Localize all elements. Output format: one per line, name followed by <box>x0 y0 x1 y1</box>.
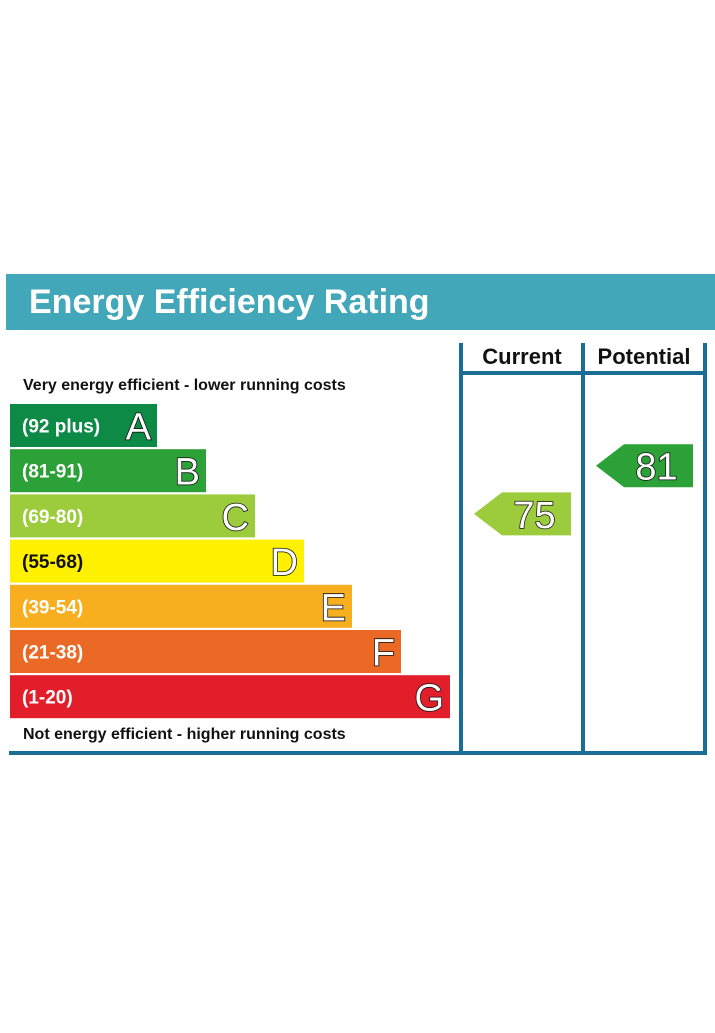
rating-value: 75 <box>513 495 555 537</box>
bottom-note: Not energy efficient - higher running co… <box>23 726 346 743</box>
rating-arrow <box>474 492 571 536</box>
top-note: Very energy efficient - lower running co… <box>23 377 346 394</box>
column-current: Current 75 <box>474 344 571 538</box>
title-banner: Energy Efficiency Rating <box>6 274 715 330</box>
rating-value: 81 <box>635 447 677 489</box>
band-f: (21-38) F <box>10 630 401 675</box>
band-c: (69-80) C <box>10 494 255 540</box>
band-e: (39-54) E <box>10 584 352 630</box>
band-letter: C <box>222 497 249 539</box>
column-potential: Potential 81 <box>596 344 693 489</box>
bottom-rule <box>9 751 707 755</box>
rating-arrow <box>596 444 693 488</box>
band-d: (55-68) D <box>10 539 304 585</box>
band-letter: D <box>271 542 298 584</box>
band-range-label: (55-68) <box>22 552 83 573</box>
band-range-label: (1-20) <box>22 688 73 709</box>
band-letter: B <box>175 452 200 494</box>
frame-divider-2 <box>581 343 585 753</box>
band-bar-e <box>10 584 352 628</box>
frame-divider-1 <box>459 343 463 753</box>
band-letter: F <box>372 633 395 675</box>
band-letter: E <box>321 587 346 629</box>
band-range-label: (92 plus) <box>22 417 100 438</box>
band-a: (92 plus) A <box>10 404 157 449</box>
band-letter: A <box>126 407 152 449</box>
band-range-label: (69-80) <box>22 507 83 528</box>
column-header: Potential <box>598 344 691 369</box>
band-bar-f <box>10 630 401 673</box>
band-bar-d <box>10 539 304 583</box>
column-header: Current <box>482 344 562 369</box>
band-bar-g <box>10 675 450 719</box>
band-bar-c <box>10 494 255 538</box>
band-b: (81-91) B <box>10 449 206 495</box>
band-range-label: (81-91) <box>22 462 83 483</box>
band-bar-b <box>10 449 206 493</box>
band-letter: G <box>414 678 444 720</box>
band-g: (1-20) G <box>10 675 450 721</box>
band-bar-a <box>10 404 157 447</box>
band-range-label: (39-54) <box>22 597 83 618</box>
band-range-label: (21-38) <box>22 643 83 664</box>
header-rule <box>459 371 707 375</box>
page-title: Energy Efficiency Rating <box>29 283 430 321</box>
frame-divider-3 <box>703 343 707 753</box>
